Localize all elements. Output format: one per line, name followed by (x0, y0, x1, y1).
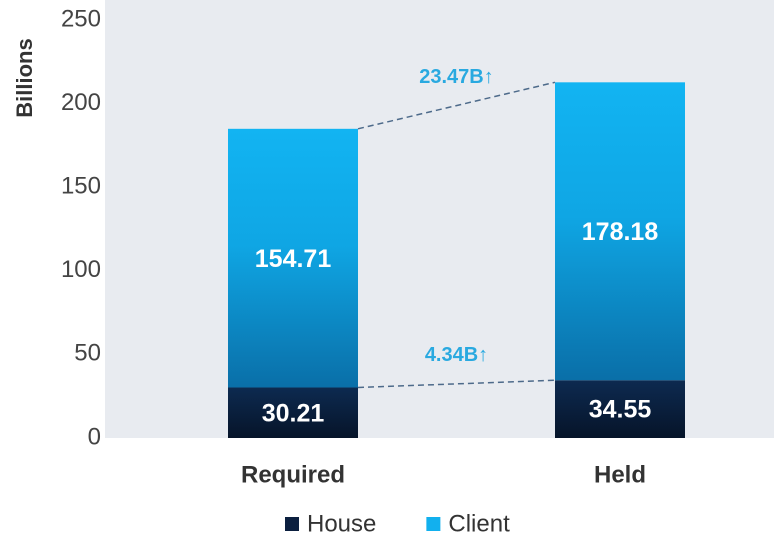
y-axis-label: Billions (12, 38, 37, 117)
bar-segment (555, 82, 685, 381)
y-tick-label: 100 (61, 256, 101, 283)
bar-segment (555, 380, 685, 438)
x-tick-label: Held (594, 461, 646, 488)
value-label: 34.55 (589, 396, 652, 424)
connector-line (357, 379, 556, 389)
legend-label: House (307, 510, 376, 537)
y-tick-label: 200 (61, 89, 101, 116)
connector-line (357, 81, 556, 130)
legend-label: Client (448, 510, 510, 537)
annotation: 4.34B↑ (425, 344, 488, 366)
value-label: 154.71 (255, 245, 332, 273)
y-tick-label: 150 (61, 173, 101, 200)
legend-swatch (285, 517, 299, 531)
x-tick-label: Required (241, 461, 345, 488)
y-tick-label: 0 (88, 423, 101, 450)
annotation: 23.47B↑ (419, 66, 494, 88)
y-tick-label: 250 (61, 5, 101, 32)
value-label: 30.21 (262, 399, 325, 427)
value-label: 178.18 (582, 218, 659, 246)
bar-segment (228, 128, 358, 388)
y-tick-label: 50 (74, 340, 101, 367)
bar-segment (228, 387, 358, 438)
legend-swatch (426, 517, 441, 531)
